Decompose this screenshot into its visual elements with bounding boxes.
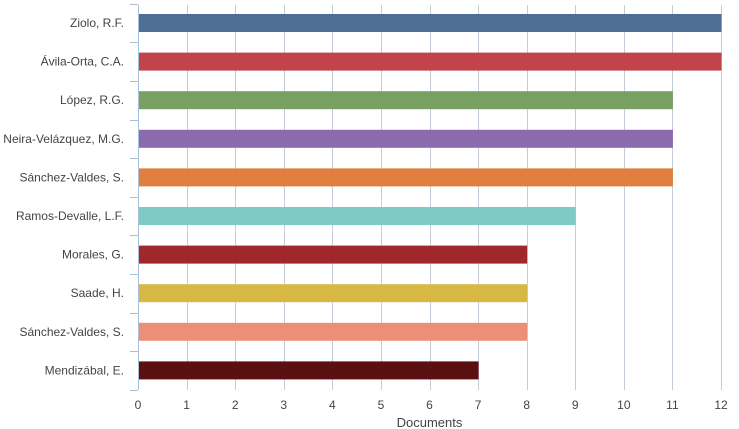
x-tick-label-10: 10 (617, 398, 631, 412)
axes (130, 4, 139, 391)
category-label-5: Ramos-Devalle, L.F. (16, 209, 124, 223)
x-tick-label-1: 1 (183, 398, 190, 412)
category-labels: Ziolo, R.F. Ávila-Orta, C.A. López, R.G. Ne… (3, 16, 124, 377)
category-label-0: Ziolo, R.F. (70, 16, 124, 30)
category-label-1: Ávila-Orta, C.A. (41, 54, 124, 69)
x-tick-label-11: 11 (666, 398, 679, 412)
bar-6[interactable] (138, 245, 528, 264)
bar-4[interactable] (138, 168, 673, 187)
bar-0[interactable] (138, 14, 722, 32)
category-label-7: Saade, H. (71, 286, 124, 300)
x-tick-labels: 0 1 2 3 4 5 6 7 8 9 10 11 12 (135, 398, 728, 412)
bar-1[interactable] (138, 52, 722, 71)
x-tick-label-5: 5 (378, 398, 385, 412)
x-tick-label-4: 4 (329, 398, 336, 412)
x-tick-label-8: 8 (523, 398, 530, 412)
bar-2[interactable] (138, 91, 673, 110)
bar-7[interactable] (138, 284, 528, 303)
category-label-9: Mendizábal, E. (45, 363, 124, 377)
x-axis-title: Documents (397, 415, 463, 429)
bars (138, 14, 722, 380)
bar-9[interactable] (138, 361, 479, 380)
category-label-3: Neira-Velázquez, M.G. (3, 132, 124, 146)
bar-3[interactable] (138, 129, 673, 148)
x-tick-label-6: 6 (426, 398, 433, 412)
x-tick-label-3: 3 (280, 398, 287, 412)
bar-5[interactable] (138, 207, 576, 225)
category-label-4: Sánchez-Valdes, S. (19, 170, 124, 184)
x-tick-label-7: 7 (475, 398, 482, 412)
x-tick-label-12: 12 (714, 398, 728, 412)
category-label-2: López, R.G. (60, 93, 124, 107)
bar-8[interactable] (138, 322, 528, 341)
x-tick-label-0: 0 (135, 398, 142, 412)
x-tick-label-9: 9 (572, 398, 579, 412)
x-tick-label-2: 2 (232, 398, 239, 412)
category-label-6: Morales, G. (62, 248, 124, 262)
category-label-8: Sánchez-Valdes, S. (19, 325, 124, 339)
